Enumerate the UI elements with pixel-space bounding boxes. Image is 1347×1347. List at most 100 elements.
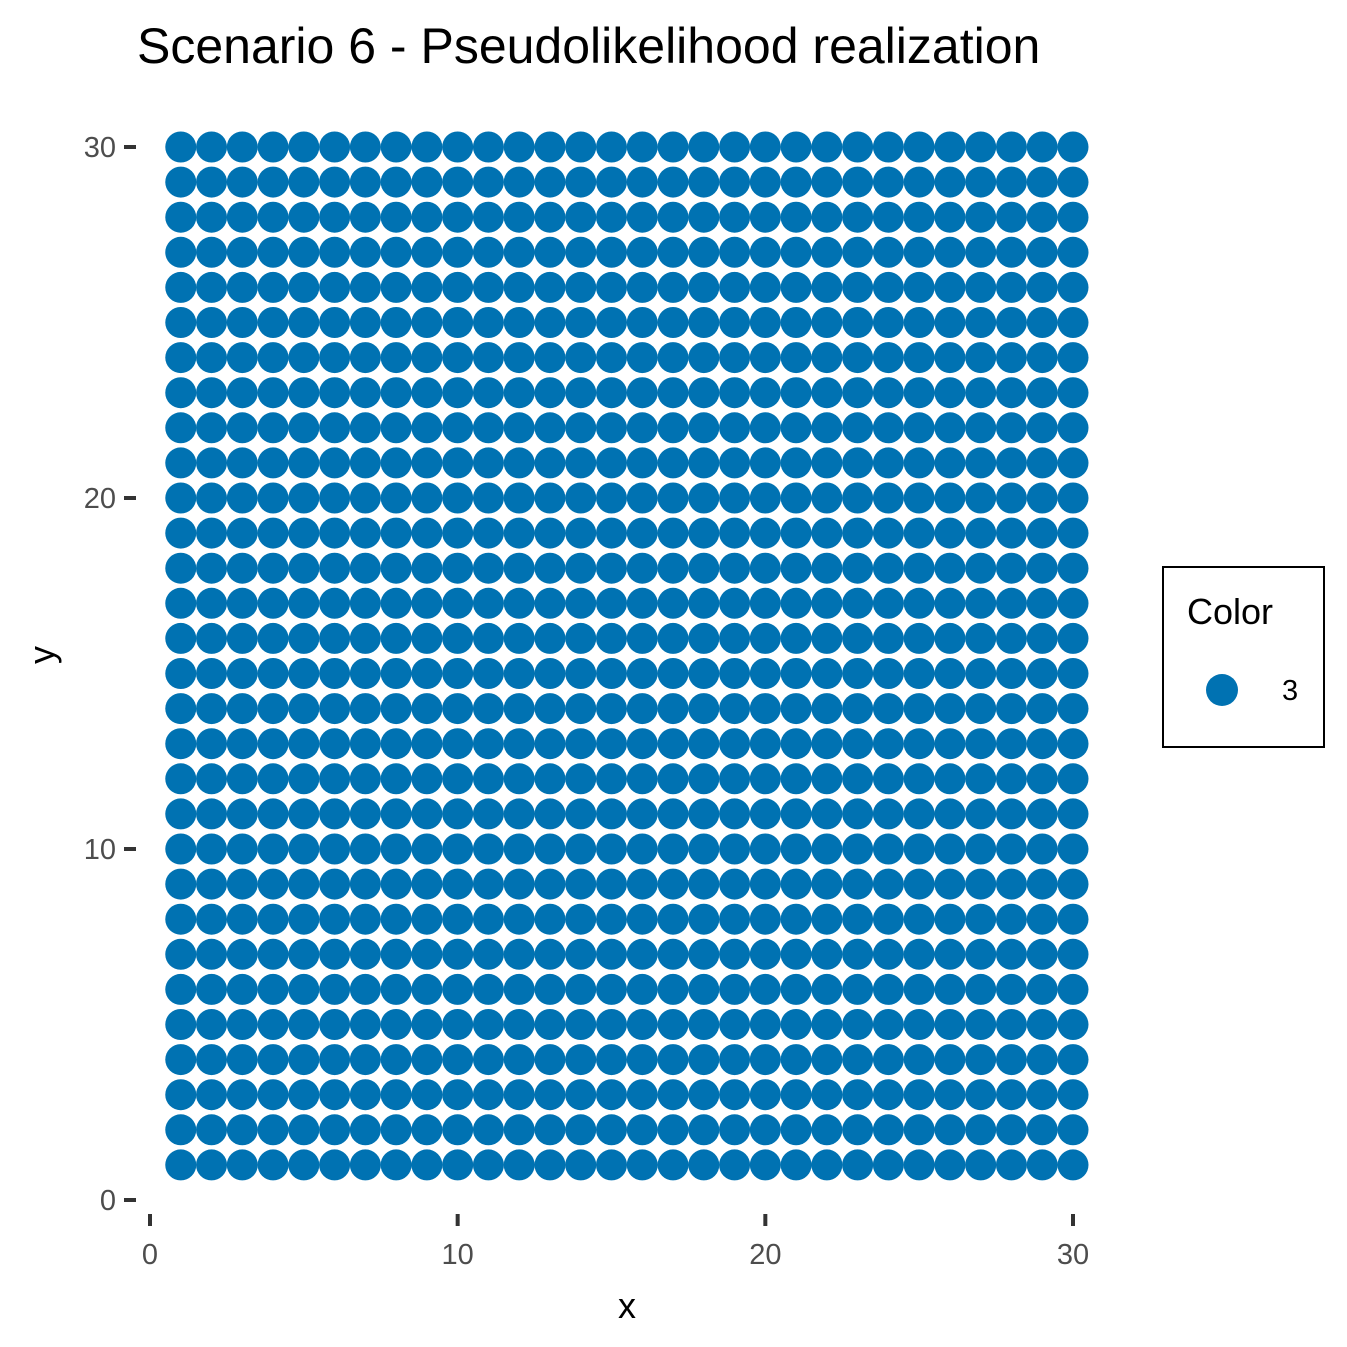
data-point (165, 1149, 197, 1181)
data-point (596, 1114, 627, 1146)
data-point (411, 236, 443, 268)
data-point (503, 447, 535, 479)
data-point (596, 763, 627, 795)
data-point (380, 201, 412, 233)
data-point (934, 973, 966, 1005)
data-point (842, 342, 874, 374)
data-point (411, 763, 443, 795)
data-point (257, 447, 289, 479)
data-point (688, 166, 720, 198)
data-point (688, 1114, 720, 1146)
data-point (503, 693, 535, 725)
data-point (319, 763, 351, 795)
data-point (842, 1149, 874, 1181)
data-point (1057, 377, 1089, 409)
data-point (626, 271, 658, 303)
data-point (165, 1114, 197, 1146)
data-point (226, 271, 258, 303)
data-point (288, 166, 320, 198)
data-point (319, 166, 351, 198)
data-point (596, 868, 627, 900)
data-point (719, 412, 751, 444)
data-point (1026, 938, 1058, 970)
data-point (196, 236, 228, 268)
data-point (288, 903, 320, 935)
data-point (842, 552, 874, 584)
data-point (165, 1009, 197, 1040)
data-point (288, 236, 320, 268)
data-point (596, 342, 627, 374)
data-point (226, 868, 258, 900)
data-point (503, 1149, 535, 1181)
data-point (811, 973, 843, 1005)
data-point (626, 482, 658, 514)
data-point (657, 447, 689, 479)
data-point (319, 1009, 351, 1040)
data-point (565, 868, 597, 900)
data-point (503, 342, 535, 374)
data-point (657, 763, 689, 795)
data-point (872, 763, 904, 795)
data-point (626, 201, 658, 233)
data-point (534, 342, 566, 374)
data-point (596, 307, 627, 338)
data-point (349, 1009, 381, 1040)
data-point (657, 973, 689, 1005)
data-point (442, 798, 474, 830)
data-point (165, 1044, 197, 1076)
data-point (596, 622, 627, 654)
data-point (503, 1009, 535, 1040)
data-point (657, 1009, 689, 1040)
data-point (596, 938, 627, 970)
data-point (534, 166, 566, 198)
data-point (811, 342, 843, 374)
data-point (811, 658, 843, 689)
data-point (780, 1009, 812, 1040)
data-point (688, 1009, 720, 1040)
data-point (319, 236, 351, 268)
data-point (565, 412, 597, 444)
data-point (965, 412, 997, 444)
data-point (288, 763, 320, 795)
data-point (657, 342, 689, 374)
data-point (965, 1114, 997, 1146)
data-point (903, 693, 935, 725)
data-point (472, 1044, 504, 1076)
data-point (842, 763, 874, 795)
data-point (503, 377, 535, 409)
data-point (965, 622, 997, 654)
data-point (442, 763, 474, 795)
data-point (349, 271, 381, 303)
data-point (565, 658, 597, 689)
data-point (780, 587, 812, 619)
data-point (657, 728, 689, 760)
data-point (472, 236, 504, 268)
data-point (965, 938, 997, 970)
data-point (288, 833, 320, 865)
data-point (719, 377, 751, 409)
data-point (411, 833, 443, 865)
data-point (380, 903, 412, 935)
data-point (226, 307, 258, 338)
data-point (1026, 166, 1058, 198)
data-point (1026, 903, 1058, 935)
data-point (380, 1149, 412, 1181)
x-tick-label: 10 (442, 1239, 474, 1271)
data-point (811, 412, 843, 444)
data-point (319, 798, 351, 830)
data-point (319, 622, 351, 654)
data-point (349, 833, 381, 865)
data-point (257, 587, 289, 619)
data-point (842, 1009, 874, 1040)
data-point (719, 693, 751, 725)
data-point (565, 1079, 597, 1111)
data-point (349, 658, 381, 689)
data-point (688, 622, 720, 654)
data-point (688, 938, 720, 970)
data-point (811, 587, 843, 619)
data-point (411, 447, 443, 479)
data-point (411, 271, 443, 303)
data-point (319, 658, 351, 689)
data-point (257, 798, 289, 830)
